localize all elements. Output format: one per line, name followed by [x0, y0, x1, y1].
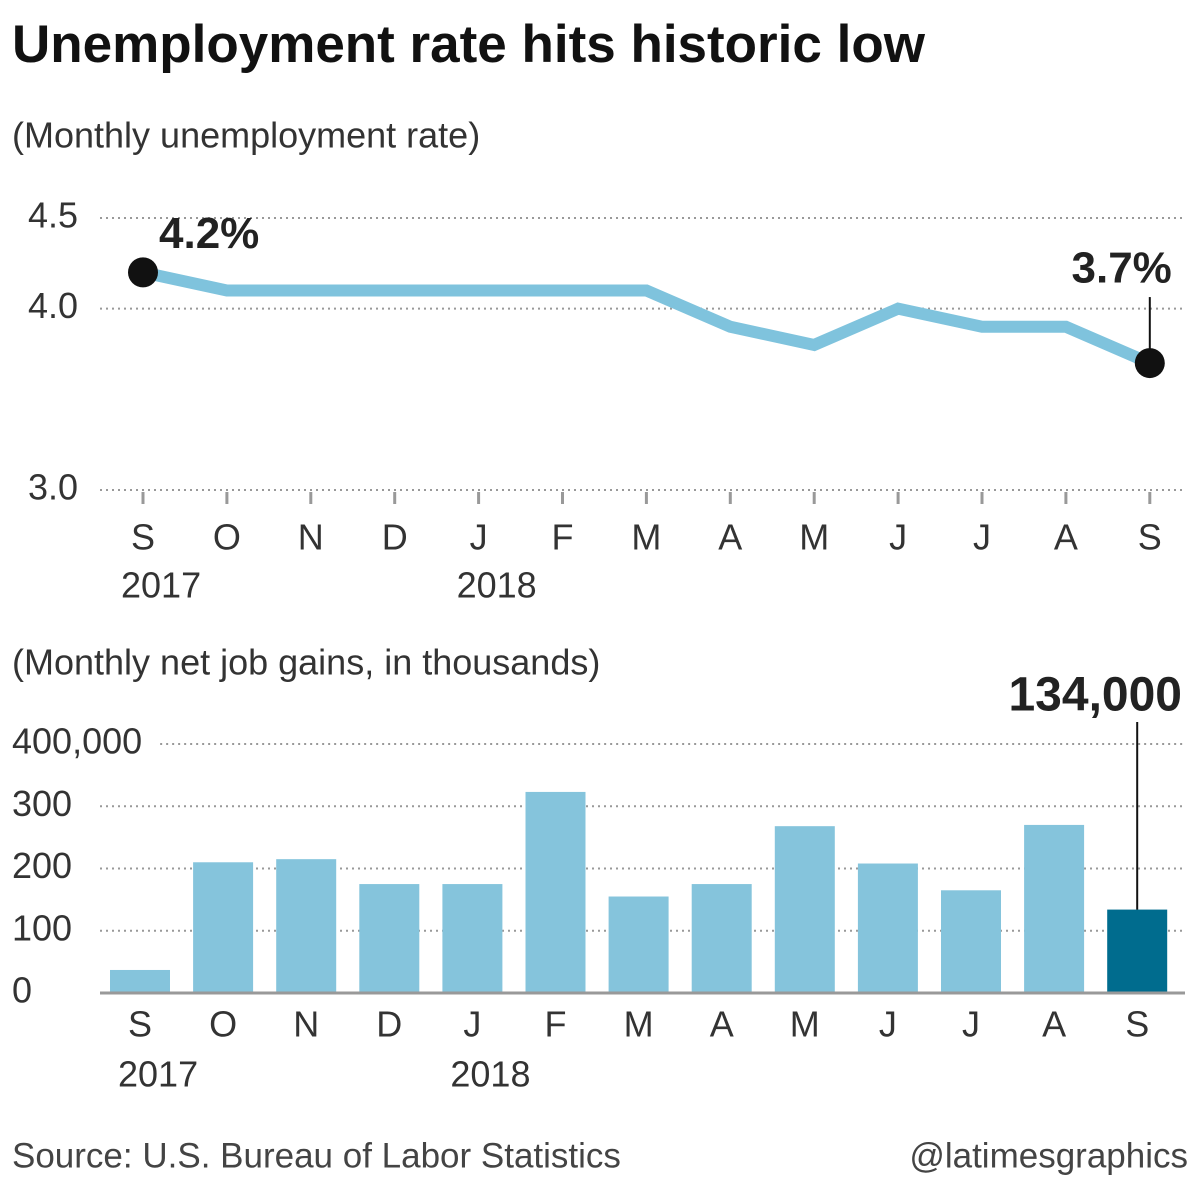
x-tick-label: A	[710, 1004, 734, 1045]
y-tick-label: 3.0	[28, 467, 78, 508]
x-tick-label: A	[1054, 517, 1078, 558]
source: Source: U.S. Bureau of Labor Statistics	[12, 1136, 621, 1175]
x-tick-label: A	[1042, 1004, 1066, 1045]
point-marker	[1134, 348, 1165, 379]
bar	[691, 884, 752, 993]
x-tick-label: N	[293, 1004, 319, 1045]
x-tick-label: J	[973, 517, 991, 558]
x-tick-label: D	[376, 1004, 402, 1045]
year-label: 2018	[457, 565, 537, 606]
y-tick-label: 0	[12, 970, 32, 1011]
x-tick-label: M	[631, 517, 661, 558]
x-tick-label: S	[1125, 1004, 1149, 1045]
x-tick-label: S	[131, 517, 155, 558]
title: Unemployment rate hits historic low	[12, 15, 926, 74]
year-label: 2018	[450, 1054, 530, 1095]
x-tick-label: M	[790, 1004, 820, 1045]
y-tick-label: 100	[12, 907, 72, 948]
bar	[1024, 824, 1085, 993]
bar	[941, 890, 1001, 993]
x-tick-label: A	[718, 517, 742, 558]
x-tick-label: F	[552, 517, 574, 558]
bar	[1107, 909, 1168, 993]
y-tick-label: 200	[12, 845, 72, 886]
x-tick-label: D	[382, 517, 408, 558]
line	[141, 266, 1153, 369]
x-tick-label: J	[463, 1004, 481, 1045]
x-tick-label: M	[799, 517, 829, 558]
bar	[774, 826, 835, 993]
x-tick-label: J	[962, 1004, 980, 1045]
x-tick-label: N	[298, 517, 324, 558]
x-tick-label: S	[128, 1004, 152, 1045]
subtitle: (Monthly net job gains, in thousands)	[12, 642, 600, 683]
x-tick-label: F	[545, 1004, 567, 1045]
value-label: 4.2%	[159, 209, 259, 258]
bar	[857, 863, 918, 993]
y-tick-label: 300	[12, 783, 72, 824]
bar	[525, 791, 586, 993]
x-tick-label: J	[470, 517, 488, 558]
credit: @latimesgraphics	[909, 1136, 1188, 1175]
bar	[442, 884, 503, 993]
bar	[608, 896, 669, 993]
y-tick-label: 4.0	[28, 285, 78, 326]
point-marker	[128, 257, 158, 288]
x-tick-label: S	[1138, 517, 1162, 558]
bar	[359, 884, 420, 993]
x-tick-label: J	[879, 1004, 897, 1045]
bar	[110, 969, 170, 993]
bar	[276, 859, 337, 993]
x-tick-label: O	[209, 1004, 237, 1045]
year-label: 2017	[121, 565, 201, 606]
x-tick-label: M	[624, 1004, 654, 1045]
value-label: 3.7%	[1072, 244, 1172, 293]
value-label: 134,000	[1008, 669, 1182, 722]
x-tick-label: O	[213, 517, 241, 558]
x-tick-label: J	[889, 517, 907, 558]
year-label: 2017	[118, 1054, 198, 1095]
y-tick-label: 4.5	[28, 195, 78, 236]
y-tick-label: 400,000	[12, 721, 142, 762]
subtitle: (Monthly unemployment rate)	[12, 115, 480, 156]
bar	[193, 862, 254, 993]
